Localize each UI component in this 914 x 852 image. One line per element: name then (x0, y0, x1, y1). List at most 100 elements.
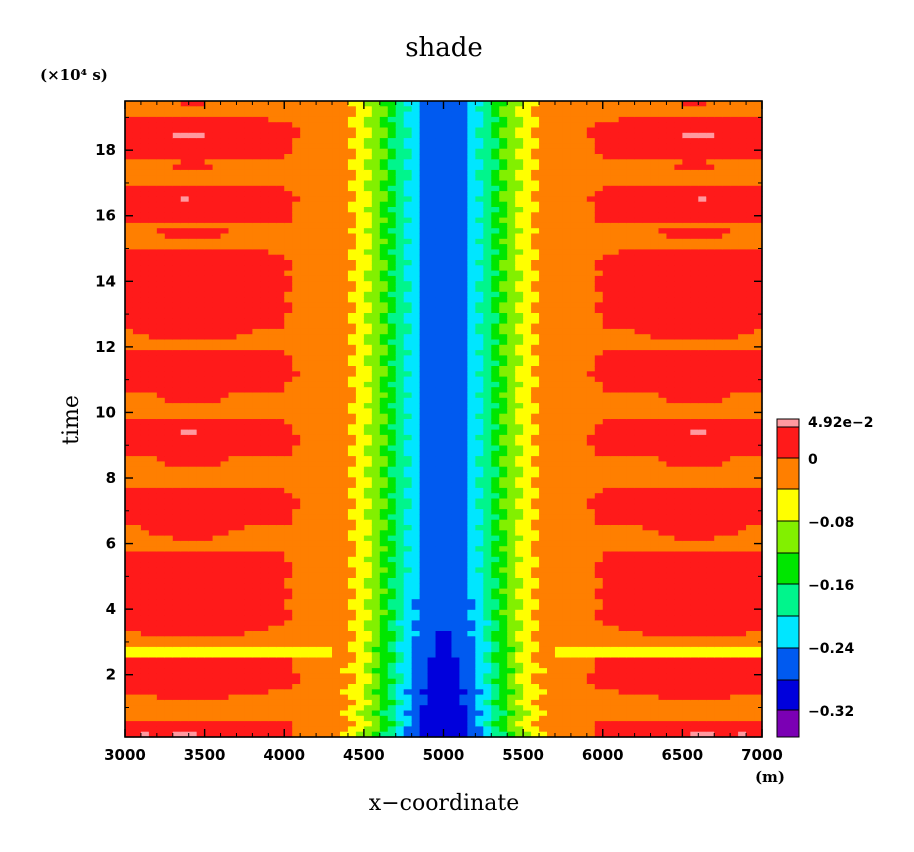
heatmap-cell (164, 715, 174, 722)
heatmap-cell (451, 291, 461, 298)
heatmap-cell (355, 313, 365, 319)
heatmap-cell (339, 694, 349, 701)
heatmap-cell (125, 111, 134, 118)
heatmap-cell (276, 668, 285, 674)
heatmap-cell (260, 615, 269, 621)
heatmap-cell (268, 588, 277, 595)
heatmap-cell (172, 583, 182, 590)
heatmap-cell (252, 244, 261, 250)
heatmap-cell (268, 371, 277, 378)
heatmap-cell (284, 307, 293, 314)
heatmap-cell (411, 249, 421, 256)
heatmap-cell (339, 275, 349, 282)
heatmap-cell (363, 440, 373, 447)
heatmap-cell (411, 318, 421, 325)
heatmap-cell (156, 519, 166, 526)
heatmap-cell (156, 307, 166, 314)
heatmap-cell (300, 403, 309, 409)
heatmap-cell (284, 371, 293, 378)
heatmap-cell (268, 249, 277, 256)
heatmap-cell (284, 132, 293, 139)
heatmap-cell (443, 445, 453, 452)
heatmap-cell (276, 705, 285, 712)
heatmap-cell (379, 503, 389, 510)
heatmap-cell (140, 339, 150, 346)
heatmap-cell (284, 731, 293, 738)
heatmap-cell (228, 567, 238, 574)
heatmap-cell (395, 355, 405, 362)
heatmap-cell (132, 106, 142, 113)
heatmap-cell (427, 721, 437, 727)
heatmap-cell (156, 238, 166, 245)
heatmap-cell (419, 344, 429, 351)
heatmap-cell (125, 191, 134, 197)
heatmap-cell (260, 249, 269, 256)
heatmap-cell (140, 556, 150, 563)
heatmap-cell (324, 339, 333, 346)
heatmap-cell (268, 668, 277, 674)
heatmap-cell (443, 148, 453, 155)
heatmap-cell (339, 281, 349, 288)
heatmap-cell (427, 699, 437, 706)
heatmap-cell (196, 154, 206, 160)
heatmap-cell (339, 434, 349, 441)
heatmap-cell (411, 392, 421, 399)
heatmap-cell (292, 159, 301, 166)
heatmap-cell (172, 265, 182, 272)
heatmap-cell (244, 318, 253, 325)
heatmap-cell (379, 270, 389, 277)
heatmap-cell (156, 625, 166, 632)
heatmap-cell (228, 291, 238, 298)
heatmap-cell (172, 111, 182, 118)
heatmap-cell (371, 588, 381, 595)
heatmap-cell (268, 572, 277, 579)
heatmap-cell (236, 684, 246, 690)
heatmap-cell (339, 609, 349, 616)
heatmap-cell (419, 228, 429, 235)
heatmap-cell (339, 111, 349, 118)
heatmap-cell (324, 705, 333, 712)
heatmap-cell (284, 551, 293, 558)
heatmap-cell (292, 355, 301, 362)
heatmap-cell (355, 355, 365, 362)
heatmap-cell (228, 631, 238, 637)
heatmap-cell (443, 392, 453, 399)
heatmap-cell (268, 525, 277, 531)
heatmap-cell (347, 143, 357, 150)
heatmap-cell (363, 127, 373, 134)
heatmap-cell (435, 323, 445, 330)
heatmap-cell (125, 413, 134, 420)
heatmap-cell (148, 254, 158, 261)
heatmap-cell (427, 493, 437, 500)
heatmap-cell (332, 403, 341, 409)
heatmap-cell (403, 673, 413, 680)
heatmap-cell (355, 620, 365, 627)
heatmap-cell (260, 625, 269, 632)
heatmap-cell (252, 689, 261, 696)
heatmap-cell (395, 546, 405, 553)
heatmap-cell (188, 233, 198, 240)
heatmap-cell (355, 397, 365, 404)
heatmap-cell (164, 588, 174, 595)
heatmap-cell (260, 291, 269, 298)
heatmap-cell (220, 201, 230, 208)
heatmap-cell (284, 710, 293, 717)
heatmap-cell (292, 101, 301, 107)
heatmap-cell (180, 339, 190, 346)
heatmap-cell (284, 699, 293, 706)
heatmap-cell (212, 254, 222, 261)
heatmap-cell (355, 275, 365, 282)
heatmap-cell (212, 562, 222, 568)
heatmap-cell (164, 254, 174, 261)
heatmap-cell (284, 350, 293, 356)
heatmap-cell (212, 593, 222, 600)
heatmap-cell (332, 360, 341, 367)
heatmap-cell (132, 408, 142, 415)
heatmap-cell (403, 535, 413, 542)
heatmap-cell (140, 514, 150, 521)
heatmap-cell (284, 154, 293, 160)
heatmap-cell (125, 222, 134, 229)
heatmap-cell (220, 678, 230, 685)
heatmap-cell (220, 620, 230, 627)
heatmap-cell (411, 721, 421, 727)
